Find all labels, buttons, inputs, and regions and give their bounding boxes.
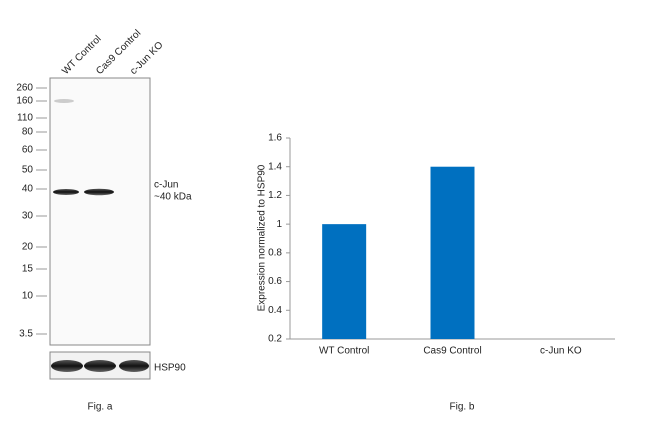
marker-label: 20 — [22, 242, 34, 253]
y-tick-label: 0.8 — [268, 247, 282, 258]
y-tick-label: 1.4 — [268, 161, 282, 172]
bar — [322, 224, 367, 339]
marker-label: 50 — [22, 165, 34, 176]
blot-band — [53, 189, 79, 195]
y-tick-label: 0.4 — [268, 305, 282, 316]
marker-label: 110 — [17, 113, 33, 124]
marker-label: 30 — [22, 211, 34, 222]
blot-frame — [49, 77, 151, 346]
lane-label: c-Jun KO — [128, 40, 165, 77]
y-tick-label: 0.2 — [268, 334, 282, 345]
loading-band — [84, 360, 116, 372]
blot-smear — [54, 99, 74, 103]
loading-band — [51, 360, 83, 372]
x-tick-label: c-Jun KO — [540, 346, 582, 357]
y-tick-label: 1.2 — [268, 190, 282, 201]
marker-label: 15 — [22, 264, 34, 275]
caption: Fig. a — [87, 402, 112, 413]
y-axis-label: Expression normalized to HSP90 — [257, 164, 268, 311]
y-tick-label: 0.6 — [268, 276, 282, 287]
band-size: ~40 kDa — [154, 192, 192, 203]
blot-band — [84, 188, 114, 196]
x-tick-label: WT Control — [319, 346, 369, 357]
bar — [430, 166, 475, 339]
marker-label: 3.5 — [19, 329, 33, 340]
loading-band — [119, 360, 149, 372]
band-label: c-Jun — [154, 180, 178, 191]
y-tick-label: 1 — [276, 219, 282, 230]
marker-label: 10 — [22, 291, 34, 302]
marker-label: 160 — [16, 96, 33, 107]
marker-label: 80 — [22, 127, 34, 138]
caption: Fig. b — [449, 402, 474, 413]
marker-label: 40 — [22, 184, 34, 195]
marker-label: 60 — [22, 145, 34, 156]
marker-label: 260 — [16, 83, 33, 94]
x-tick-label: Cas9 Control — [423, 346, 481, 357]
loading-label: HSP90 — [154, 363, 186, 374]
y-tick-label: 1.6 — [268, 133, 282, 144]
